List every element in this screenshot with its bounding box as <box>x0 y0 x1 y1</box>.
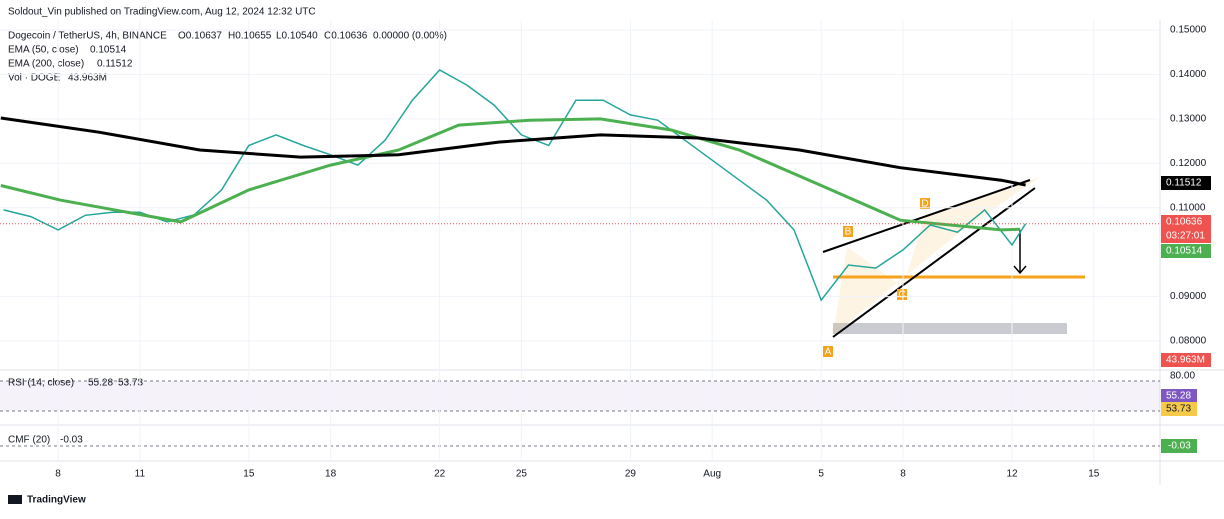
pattern-label: C <box>898 290 905 301</box>
cmf-tag-text: -0.03 <box>1168 441 1191 452</box>
target-zone <box>833 323 1067 334</box>
x-tick-label: 8 <box>900 469 906 480</box>
legend-name: EMA (200, close) <box>8 59 84 70</box>
rsi-ma: 53.73 <box>118 378 143 389</box>
legend-name: EMA (50, close) <box>8 45 79 56</box>
pattern-label-box <box>920 198 930 209</box>
pattern-label-box <box>823 346 833 357</box>
price-tag <box>1161 215 1211 243</box>
rsi-tag <box>1161 402 1197 416</box>
cmf-tag <box>1161 439 1197 453</box>
y-tick-label: 0.14000 <box>1170 69 1207 80</box>
cmf-name: CMF (20) <box>8 435 50 446</box>
change: 0.00000 (0.00%) <box>373 31 447 42</box>
y-tick-label: 0.09000 <box>1170 291 1207 302</box>
trendline <box>822 179 1031 253</box>
rsi-level-label: 80.00 <box>1170 371 1195 382</box>
price-tag-text: 0.10636 <box>1166 217 1203 228</box>
arrow-head <box>1013 265 1027 275</box>
series-line <box>0 116 1026 187</box>
logo <box>8 495 22 504</box>
price-tag-text: 0.10514 <box>1166 246 1203 257</box>
legend-name: Vol · DOGE <box>8 73 61 84</box>
trendline <box>832 187 1036 338</box>
series-line <box>3 69 1027 302</box>
price-tag <box>1161 244 1211 258</box>
x-tick-label: 29 <box>625 469 637 480</box>
rsi-value: 55.28 <box>88 378 113 389</box>
countdown: 03:27:01 <box>1166 231 1205 242</box>
rsi-tag-text: 53.73 <box>1166 404 1191 415</box>
y-tick-label: 0.12000 <box>1170 158 1207 169</box>
x-tick-label: Aug <box>703 469 721 480</box>
x-tick-label: 11 <box>135 469 146 480</box>
x-tick-label: 25 <box>516 469 528 480</box>
ohlc: O0.10637 <box>178 31 222 42</box>
publisher: Soldout_Vin published on TradingView.com… <box>8 7 316 18</box>
legend-value: 0.10514 <box>90 45 127 56</box>
x-tick-label: 18 <box>325 469 337 480</box>
legend-value: 43.963M <box>68 73 107 84</box>
symbol: Dogecoin / TetherUS, 4h, BINANCE <box>8 31 167 42</box>
pattern-label: B <box>845 227 852 238</box>
rsi-tag-text: 55.28 <box>1166 391 1191 402</box>
x-tick-label: 22 <box>434 469 446 480</box>
x-tick-label: 8 <box>55 469 61 480</box>
pattern-label: A <box>825 347 832 358</box>
rsi-band <box>0 381 1160 411</box>
x-tick-label: 12 <box>1006 469 1018 480</box>
footer-brand: TradingView <box>27 495 86 506</box>
rsi-tag <box>1161 389 1197 403</box>
y-tick-label: 0.08000 <box>1170 336 1207 347</box>
price-tag <box>1161 176 1211 190</box>
y-tick-label: 0.11000 <box>1170 202 1206 213</box>
price-tag-text: 0.11512 <box>1166 178 1202 189</box>
pattern-label-box <box>897 289 907 300</box>
x-tick-label: 5 <box>818 469 824 480</box>
y-tick-label: 0.15000 <box>1170 25 1207 36</box>
ohlc: C0.10636 <box>324 31 368 42</box>
pattern-label: D <box>921 199 928 210</box>
x-tick-label: 15 <box>243 469 255 480</box>
y-tick-label: 0.13000 <box>1170 113 1207 124</box>
cmf-value: -0.03 <box>60 435 83 446</box>
pattern-label-box <box>843 226 853 237</box>
rsi-name: RSI (14, close) <box>8 378 74 389</box>
legend-value: 0.11512 <box>97 59 133 70</box>
price-tag-text: 43.963M <box>1166 355 1205 366</box>
x-tick-label: 15 <box>1088 469 1100 480</box>
plot: 0.15000 0.14000 0.13000 0.12000 0.11000 0.090… <box>0 20 1207 480</box>
series-line <box>0 117 1021 232</box>
price-tag <box>1161 353 1211 367</box>
ohlc: H0.10655 <box>228 31 272 42</box>
ohlc: L0.10540 <box>276 31 318 42</box>
